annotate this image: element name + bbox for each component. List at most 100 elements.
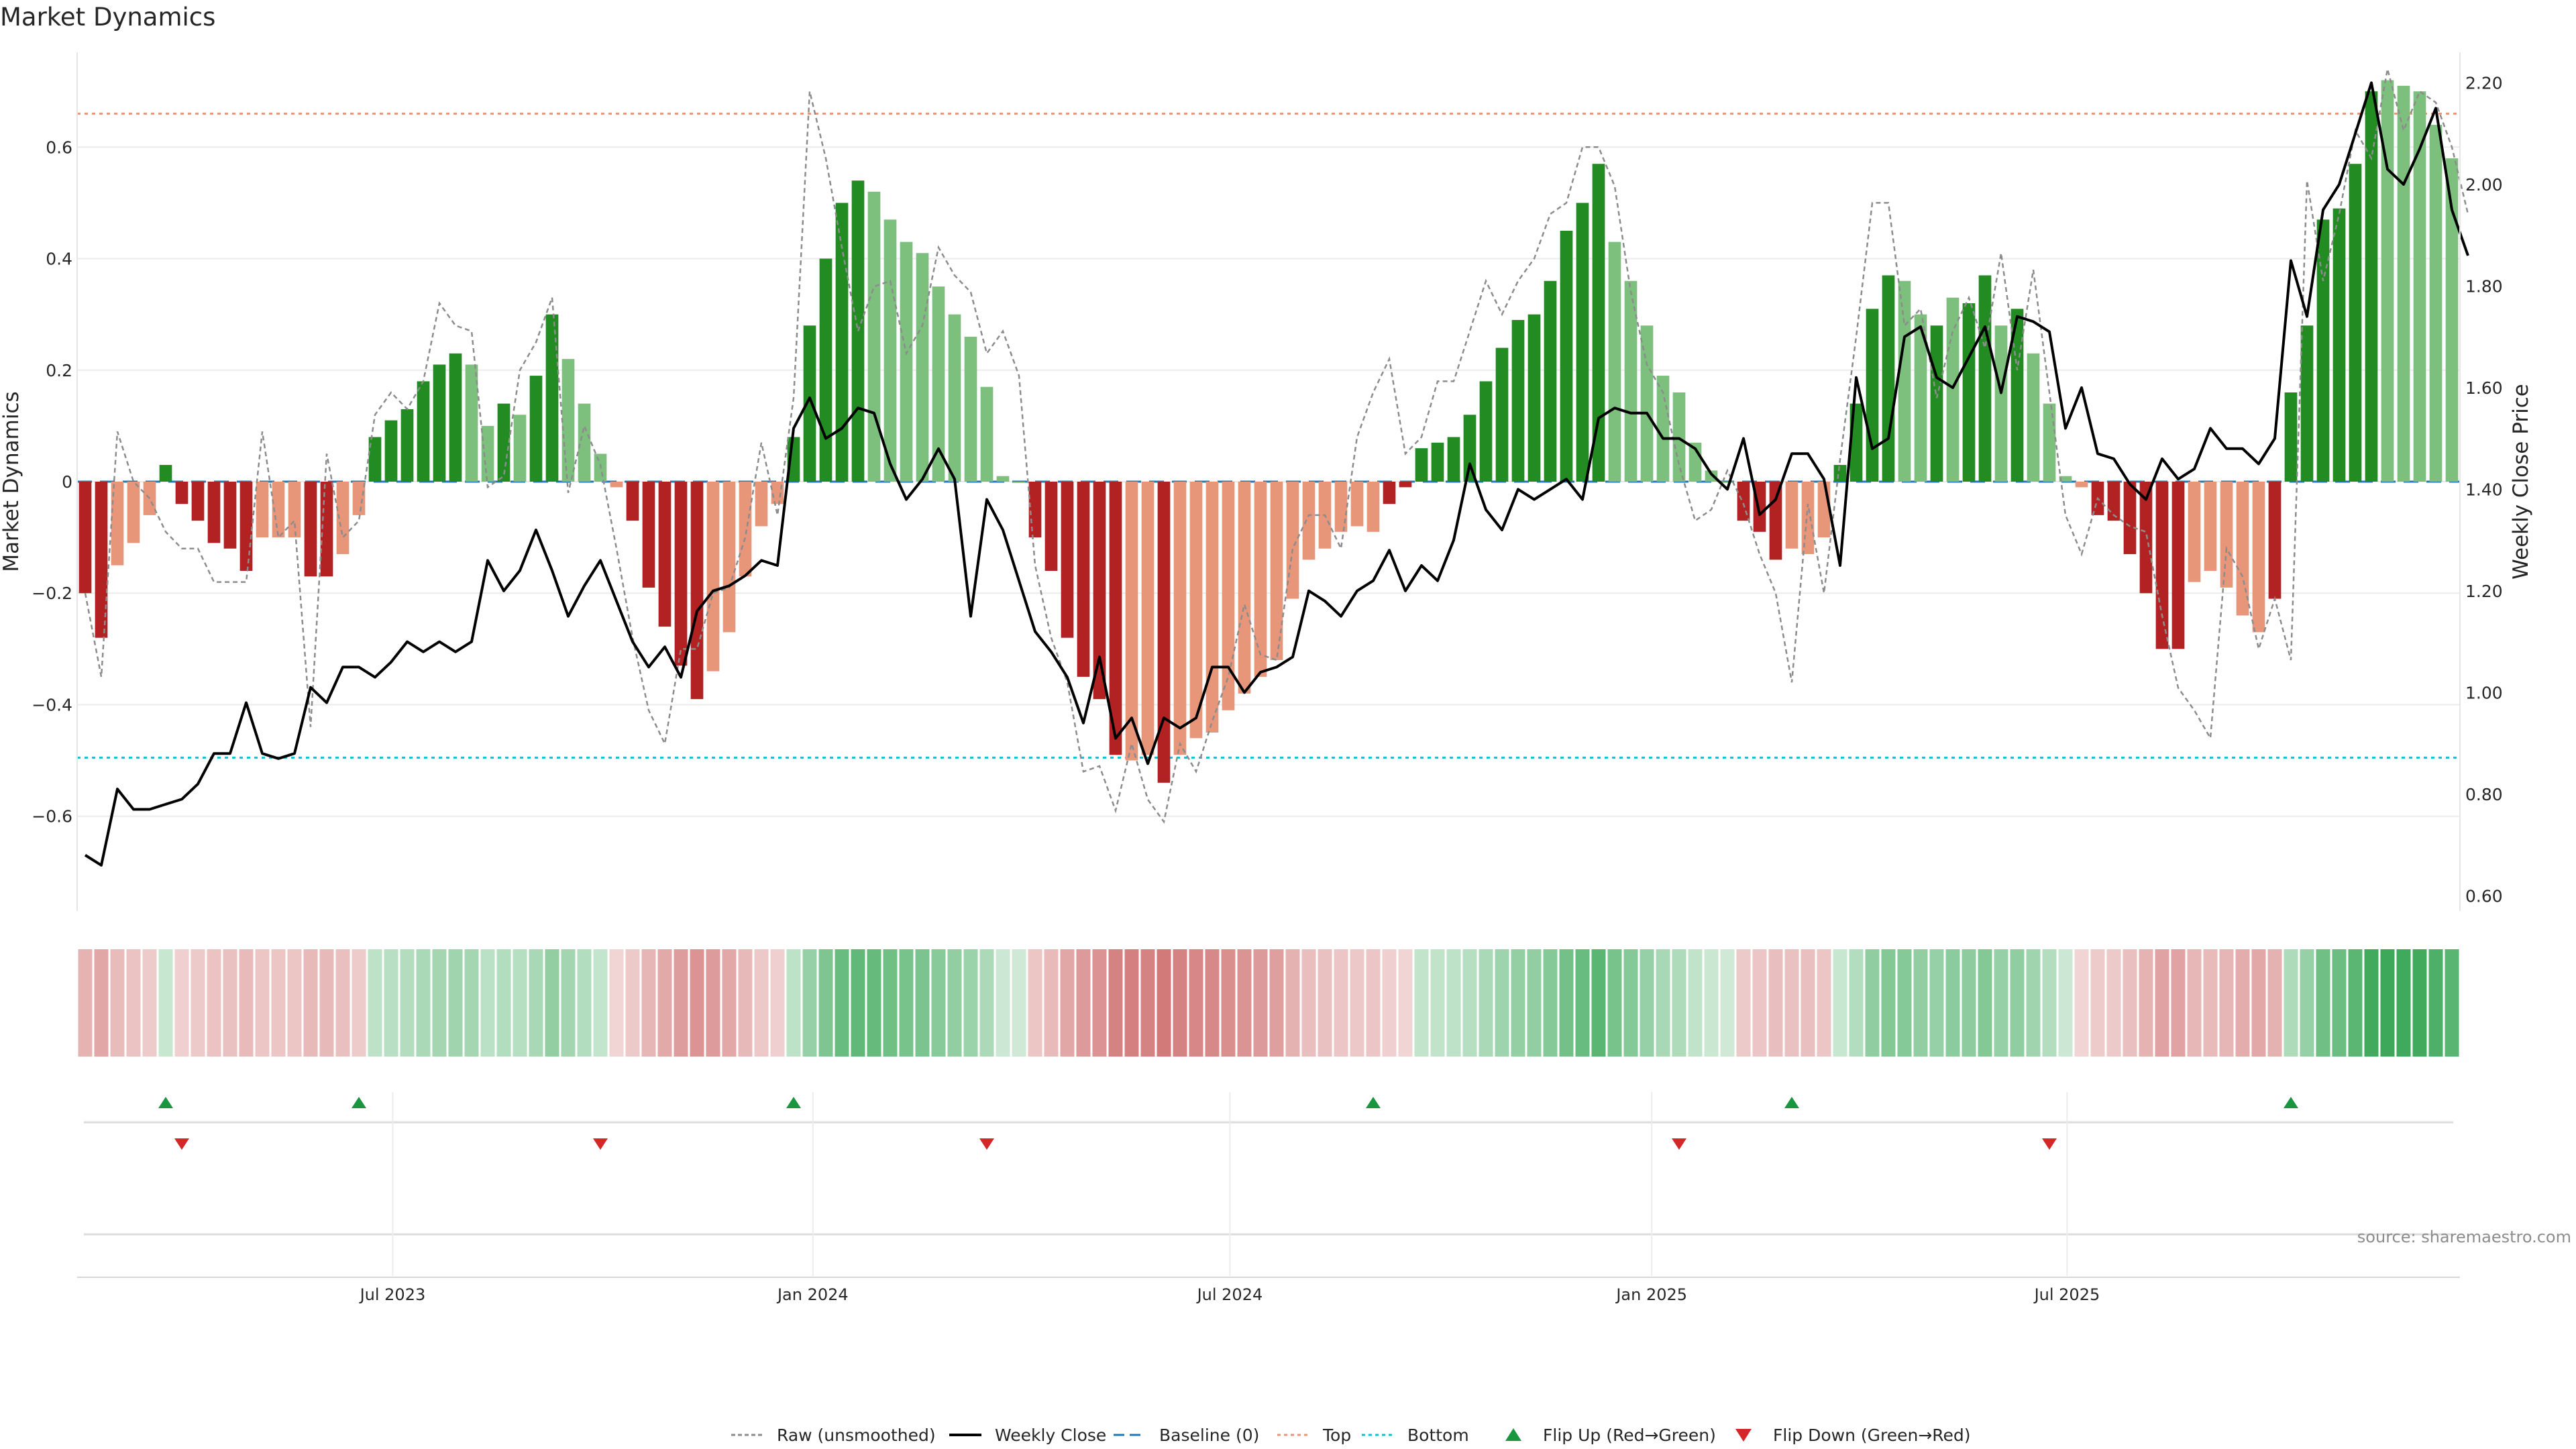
md-bar: [1705, 470, 1718, 482]
md-bar: [2204, 482, 2217, 571]
strip-cell: [174, 949, 189, 1057]
md-bar: [1479, 381, 1493, 482]
legend-label: Flip Up (Red→Green): [1543, 1426, 1716, 1445]
md-bar: [2365, 91, 2378, 482]
bar-series: [78, 80, 2459, 783]
strip-cell: [2348, 949, 2363, 1057]
strip-cell: [255, 949, 270, 1057]
md-bar: [78, 482, 92, 594]
strip-cell: [851, 949, 865, 1057]
flip-down-marker: [1672, 1138, 1686, 1150]
md-bar: [352, 482, 366, 515]
strip-cell: [1044, 949, 1059, 1057]
strip-cell: [1189, 949, 1203, 1057]
md-bar: [1914, 314, 1927, 482]
strip-cell: [2187, 949, 2202, 1057]
strip-cell: [1543, 949, 1558, 1057]
strip-cell: [1784, 949, 1799, 1057]
strip-cell: [319, 949, 334, 1057]
md-bar: [1511, 319, 1525, 482]
strip-cell: [1607, 949, 1622, 1057]
flip-up-marker: [158, 1097, 173, 1108]
md-bar: [417, 381, 430, 482]
strip-cell: [1462, 949, 1477, 1057]
strip-cell: [2219, 949, 2234, 1057]
x-tick-label: Jul 2024: [1196, 1285, 1263, 1304]
strip-cell: [1897, 949, 1912, 1057]
strip-cell: [352, 949, 366, 1057]
md-bar: [2316, 219, 2330, 482]
md-bar: [932, 286, 945, 482]
strip-cell: [1157, 949, 1171, 1057]
strip-cell: [2332, 949, 2347, 1057]
strip-cell: [754, 949, 769, 1057]
strip-cell: [2445, 949, 2459, 1057]
strip-cell: [1205, 949, 1220, 1057]
strip-cell: [496, 949, 511, 1057]
md-bar: [2429, 125, 2443, 482]
md-bar: [1173, 482, 1187, 755]
md-bar: [1882, 275, 1895, 482]
md-bar: [1061, 482, 1074, 638]
md-bar: [1447, 437, 1460, 482]
strip-cell: [674, 949, 688, 1057]
legend-label: Flip Down (Green→Red): [1773, 1426, 1971, 1445]
strip-cell: [2106, 949, 2121, 1057]
chart-title: Market Dynamics: [0, 3, 215, 32]
md-bar: [642, 482, 655, 588]
md-bar: [1077, 482, 1090, 677]
strip-cell: [400, 949, 415, 1057]
legend-flip-up-icon: [1505, 1428, 1521, 1441]
strip-cell: [1366, 949, 1381, 1057]
md-bar: [2252, 482, 2265, 633]
md-bar: [1109, 482, 1122, 755]
strip-cell: [158, 949, 173, 1057]
legend-item-close: Weekly Close: [949, 1426, 1106, 1445]
md-bar: [207, 482, 221, 543]
strip-cell: [513, 949, 527, 1057]
legend-label: Baseline (0): [1159, 1426, 1259, 1445]
md-bar: [272, 482, 285, 538]
strip-cell: [2364, 949, 2379, 1057]
md-bar: [1157, 482, 1171, 783]
flip-down-marker: [174, 1138, 189, 1150]
md-bar: [1189, 482, 1203, 739]
strip-cell: [1318, 949, 1332, 1057]
md-bar: [449, 353, 462, 482]
strip-cell: [1849, 949, 1864, 1057]
strip-cell: [963, 949, 978, 1057]
md-bar: [1576, 203, 1589, 482]
md-bar: [674, 482, 688, 666]
md-bar: [191, 482, 205, 521]
md-bar: [2284, 392, 2298, 482]
strip-cell: [1285, 949, 1300, 1057]
md-bar: [1238, 482, 1251, 694]
strip-cell: [239, 949, 254, 1057]
md-bar: [610, 482, 623, 488]
md-bar: [1640, 325, 1654, 482]
md-bar: [803, 325, 816, 482]
strip-cell: [690, 949, 704, 1057]
strip-cell: [2123, 949, 2137, 1057]
strip-cell: [1350, 949, 1364, 1057]
md-bar: [1350, 482, 1364, 527]
strip-cell: [335, 949, 350, 1057]
strip-cell: [867, 949, 881, 1057]
strip-cell: [1382, 949, 1397, 1057]
strip-cell: [593, 949, 608, 1057]
legend-label: Top: [1322, 1426, 1351, 1445]
md-bar: [304, 482, 317, 577]
strip-cell: [1124, 949, 1139, 1057]
strip-cell: [1623, 949, 1638, 1057]
strip-cell: [2380, 949, 2395, 1057]
md-bar: [1769, 482, 1782, 560]
md-bar: [1930, 325, 1943, 482]
strip-cell: [883, 949, 898, 1057]
strip-cell: [2396, 949, 2411, 1057]
md-bar: [465, 364, 478, 482]
md-bar: [1399, 482, 1412, 488]
md-bar: [996, 476, 1010, 482]
strip-cell: [2412, 949, 2427, 1057]
left-tick-label: 0.6: [46, 138, 72, 157]
flip-down-marker: [593, 1138, 608, 1150]
